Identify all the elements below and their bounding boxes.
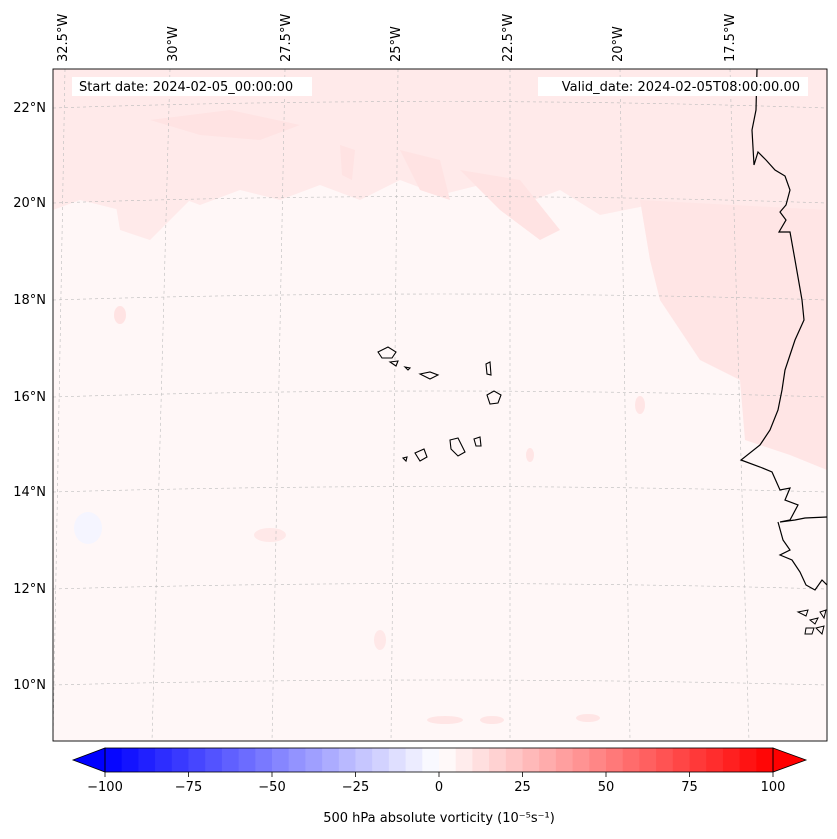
lat-label-16n: 16°N <box>13 390 46 405</box>
colorbar-segment <box>606 748 624 772</box>
graticule <box>53 69 827 741</box>
colorbar-segment <box>639 748 657 772</box>
colorbar-segment <box>656 748 674 772</box>
colorbar-segment <box>589 748 607 772</box>
lat-label-18n: 18°N <box>13 293 46 308</box>
colorbar-segment <box>689 748 707 772</box>
lat-label-12n: 12°N <box>13 582 46 597</box>
colorbar-segment <box>155 748 173 772</box>
colorbar-segment <box>221 748 240 772</box>
field-blob-6 <box>576 714 600 722</box>
field-blob-8 <box>526 448 534 462</box>
lat-label-22n: 22°N <box>13 101 46 116</box>
field-blob-negative <box>74 512 102 544</box>
cape-verde-islands <box>377 346 502 463</box>
colorbar-tick-label: 0 <box>435 780 443 795</box>
colorbar-segment <box>288 748 306 772</box>
lon-label-22-5w: 22.5°W <box>501 14 516 62</box>
colorbar-segment <box>405 748 423 772</box>
colorbar-segment <box>121 748 139 772</box>
colorbar-segment <box>422 748 440 772</box>
colorbar-segment <box>739 748 757 772</box>
colorbar-segment <box>672 748 690 772</box>
colorbar-segment <box>439 748 457 772</box>
field-blob-5 <box>480 716 504 724</box>
field-blob-3 <box>374 630 386 650</box>
colorbar-segment <box>188 748 206 772</box>
colorbar-segment <box>489 748 507 772</box>
colorbar-tick-label: 25 <box>514 780 531 795</box>
colorbar-segment <box>555 748 574 772</box>
colorbar-segment <box>205 748 223 772</box>
colorbar-tick-label: −100 <box>87 780 123 795</box>
colorbar-segment <box>472 748 490 772</box>
colorbar-segment <box>171 748 189 772</box>
lon-label-30w: 30°W <box>166 26 181 62</box>
colorbar-segment <box>105 748 123 772</box>
map-frame <box>52 68 828 742</box>
colorbar-segment <box>388 748 407 772</box>
start-date-label: Start date: 2024-02-05_00:00:00 <box>79 80 293 95</box>
colorbar-label: 500 hPa absolute vorticity (10⁻⁵s⁻¹) <box>323 811 555 826</box>
longitude-labels: 32.5°W 30°W 27.5°W 25°W 22.5°W 20°W 17.5… <box>56 14 738 62</box>
colorbar-tick-label: 50 <box>598 780 615 795</box>
lon-label-17-5w: 17.5°W <box>723 14 738 62</box>
colorbar: −100 −75 −50 −25 0 25 50 75 100 500 hPa absolute… <box>71 747 808 826</box>
africa-coastline-south <box>777 521 827 591</box>
lat-label-14n: 14°N <box>13 485 46 500</box>
colorbar-extend-min <box>71 747 106 773</box>
colorbar-tick-label: −25 <box>342 780 369 795</box>
field-blob-2 <box>254 528 286 542</box>
field-blob-1 <box>114 306 126 324</box>
colorbar-segment <box>338 748 356 772</box>
valid-date-label: Valid_date: 2024-02-05T08:00:00.00 <box>562 80 800 95</box>
colorbar-tick-label: −75 <box>175 780 202 795</box>
colorbar-segment <box>138 748 156 772</box>
colorbar-segment <box>522 748 540 772</box>
colorbar-segment <box>238 748 256 772</box>
vorticity-field <box>53 69 827 741</box>
colorbar-segment <box>722 748 741 772</box>
lat-label-10n: 10°N <box>13 678 46 693</box>
lon-label-32-5w: 32.5°W <box>56 14 71 62</box>
valid-date-box <box>538 77 808 96</box>
colorbar-tick-label: −50 <box>258 780 285 795</box>
colorbar-segment <box>622 748 640 772</box>
field-streak-2 <box>460 170 560 240</box>
colorbar-segment <box>572 748 590 772</box>
field-streak-4 <box>400 150 450 200</box>
colorbar-segment <box>539 748 557 772</box>
colorbar-tick-label: 100 <box>761 780 786 795</box>
field-blob-4 <box>427 716 463 724</box>
colorbar-segment <box>355 748 373 772</box>
colorbar-segment <box>255 748 273 772</box>
latitude-labels: 22°N 20°N 18°N 16°N 14°N 12°N 10°N <box>13 101 46 693</box>
colorbar-segment <box>455 748 473 772</box>
colorbar-segments <box>105 748 774 772</box>
colorbar-segment <box>706 748 724 772</box>
colorbar-segment <box>322 748 340 772</box>
field-streak-1 <box>150 110 300 140</box>
colorbar-tick-label: 75 <box>681 780 698 795</box>
lon-label-25w: 25°W <box>389 26 404 62</box>
field-blob-7 <box>635 396 645 414</box>
colorbar-segment <box>756 748 774 772</box>
lat-label-20n: 20°N <box>13 196 46 211</box>
colorbar-ticks: −100 −75 −50 −25 0 25 50 75 100 <box>87 772 785 795</box>
africa-coastline <box>739 69 827 523</box>
field-streak-3 <box>340 145 355 180</box>
field-patch-east <box>640 200 827 470</box>
start-date-box <box>72 77 312 96</box>
colorbar-extend-max <box>772 747 808 773</box>
colorbar-segment <box>372 748 390 772</box>
colorbar-segment <box>305 748 323 772</box>
colorbar-segment <box>505 748 523 772</box>
colorbar-segment <box>272 748 290 772</box>
lon-label-20w: 20°W <box>611 26 626 62</box>
lon-label-27-5w: 27.5°W <box>279 14 294 62</box>
bijagos-islands <box>796 609 827 635</box>
